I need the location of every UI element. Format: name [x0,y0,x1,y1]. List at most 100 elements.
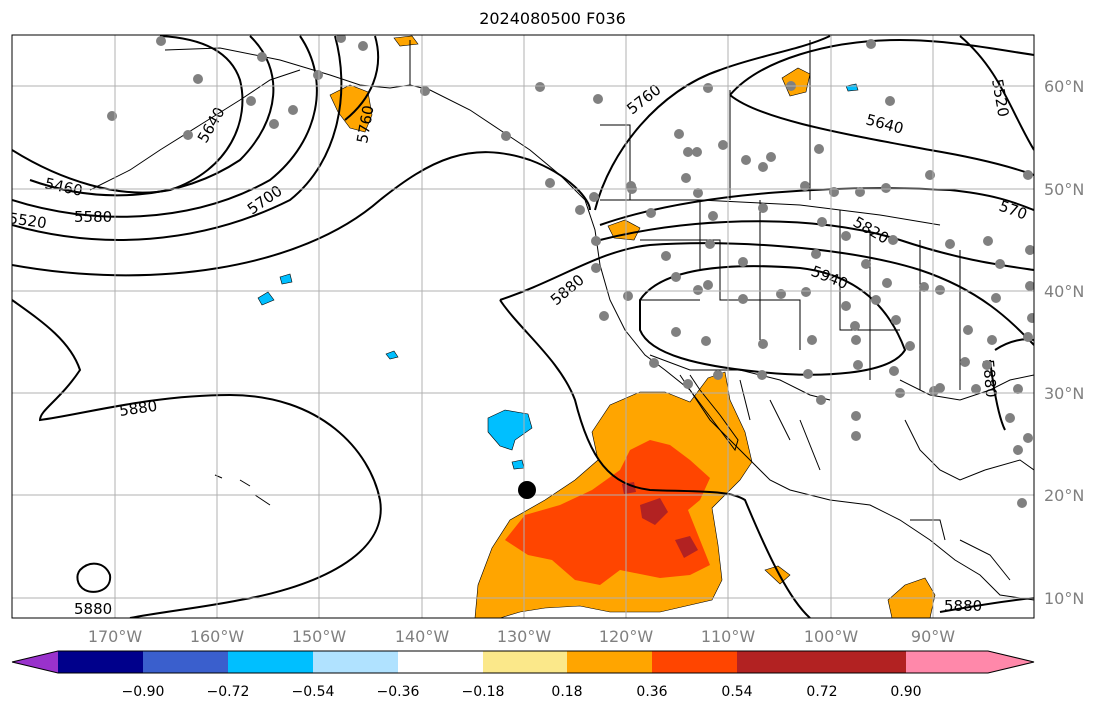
station-dot [674,129,684,139]
station-dot [866,39,876,49]
station-dot [671,272,681,282]
darkred-region-2 [675,536,698,558]
station-dot [671,327,681,337]
station-dot [851,411,861,421]
station-dot [741,155,751,165]
station-dot [871,295,881,305]
hawaii [214,474,271,506]
lon-label: 110°W [701,627,756,646]
station-dot [1025,281,1034,291]
caribbean [984,459,1034,471]
station-dot [841,301,851,311]
us-states-1 [640,200,961,390]
contour-5520-west [29,35,275,197]
station-dot [811,249,821,259]
contour-5880-small [76,562,112,593]
colorbar-segment [483,651,567,673]
baja-california [679,374,739,452]
blue-region-3 [279,273,293,285]
station-dot [814,144,824,154]
station-dot [766,152,776,162]
station-dot [705,239,715,249]
lon-label: 140°W [395,627,450,646]
station-dot [971,384,981,394]
station-dot [888,235,898,245]
station-dot [623,291,633,301]
station-dot [599,311,609,321]
contour-5880-se [939,597,1034,613]
station-dot [683,379,693,389]
blue-region-2 [257,291,275,306]
station-dot [661,251,671,261]
station-dot [703,83,713,93]
colorbar-segment [652,651,737,673]
colorbar-tick-label: −0.90 [122,684,165,700]
station-dot [807,335,817,345]
station-dot [987,335,997,345]
station-dot [738,294,748,304]
lon-label: 100°W [804,627,859,646]
station-dot [718,140,728,150]
station-dot [358,41,368,51]
station-dot [646,208,656,218]
station-dot [982,360,992,370]
central-america [910,519,1011,581]
station-dot [701,336,711,346]
colorbar-segment [567,651,652,673]
station-dot [693,285,703,295]
blue-region-5 [511,459,525,470]
station-dot [738,257,748,267]
lat-label: 60°N [1044,77,1084,96]
station-dot [683,147,693,157]
station-dot [851,431,861,441]
station-dot [758,339,768,349]
station-dot [991,293,1001,303]
contour-5700-west [12,151,591,277]
contour-5880-main [499,242,1034,618]
station-dot [183,130,193,140]
us-canada-border [600,199,941,226]
station-dot [193,74,203,84]
colorbar-segment [313,651,398,673]
colorbar-segment [737,651,822,673]
station-dot [589,192,599,202]
darkred-region-1 [640,498,668,525]
station-dot [336,35,346,43]
station-dot [703,280,713,290]
station-dot [891,315,901,325]
north-america-west-coast [409,40,1034,601]
station-dot [801,287,811,297]
station-dot [905,341,915,351]
station-dot [960,357,970,367]
station-dot [545,178,555,188]
station-dot [853,360,863,370]
station-dot [246,96,256,106]
station-dot [1025,245,1034,255]
contour-5940 [639,265,907,376]
station-dot [983,236,993,246]
contour-5640-west [12,35,343,241]
lon-label: 160°W [190,627,245,646]
station-dot [803,369,813,379]
contour-label: 5880 [74,600,112,618]
lon-label: 130°W [497,627,552,646]
station-dot [1005,413,1015,423]
station-dot [693,188,703,198]
contour-5640-east [729,38,1034,176]
colorbar-tick-label: 0.54 [721,684,752,700]
colorbar-tick-label: 0.90 [890,684,921,700]
station-dot [1023,433,1033,443]
station-dot [535,82,545,92]
station-dot [861,259,871,269]
orange-small-4 [393,35,419,47]
contour-5760-east [594,35,831,211]
orange-small-6 [764,565,791,585]
contour-label: 5580 [74,208,112,226]
station-dot [816,395,826,405]
station-dots [107,35,1034,508]
station-dot [1013,445,1023,455]
station-dot [1027,313,1034,323]
station-dot [1023,170,1033,180]
station-dot [963,325,973,335]
station-dot [885,96,895,106]
